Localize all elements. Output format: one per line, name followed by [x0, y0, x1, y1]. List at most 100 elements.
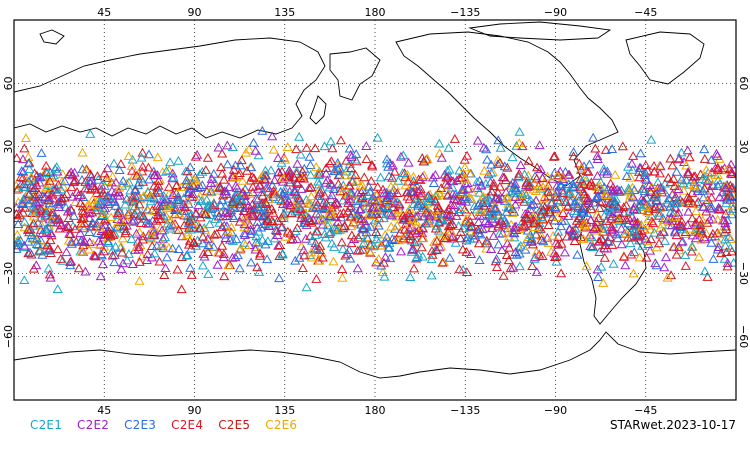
observation-marker [344, 245, 355, 254]
observation-marker [546, 246, 557, 256]
observation-marker [514, 126, 525, 136]
observation-marker [636, 194, 647, 204]
observation-marker [465, 233, 476, 243]
observation-marker [541, 187, 552, 197]
observation-marker [618, 202, 629, 212]
observation-marker [404, 219, 416, 229]
observation-marker [606, 211, 617, 221]
observation-marker [602, 204, 614, 214]
observation-marker [280, 154, 291, 164]
observation-marker [354, 204, 365, 214]
observation-marker [593, 213, 604, 222]
observation-marker [655, 161, 666, 171]
observation-marker [336, 237, 347, 247]
observation-marker [92, 171, 103, 180]
observation-marker [670, 198, 681, 208]
observation-marker [398, 210, 409, 220]
observation-marker [465, 249, 477, 259]
observation-marker [34, 246, 45, 256]
observation-marker [464, 168, 475, 178]
observation-marker [239, 222, 250, 232]
observation-marker [63, 222, 74, 232]
observation-marker [67, 170, 78, 180]
observation-marker [569, 206, 580, 215]
observation-marker [66, 236, 77, 246]
observation-marker [378, 203, 389, 213]
observation-marker [626, 158, 637, 168]
observation-marker [35, 203, 47, 213]
observation-marker [684, 193, 695, 203]
observation-marker [696, 234, 707, 244]
observation-marker [598, 163, 609, 173]
observation-marker [235, 160, 246, 170]
observation-marker [52, 166, 63, 176]
observation-marker [460, 173, 471, 183]
observation-marker [220, 206, 232, 216]
observation-marker [85, 203, 96, 213]
observation-marker [596, 196, 608, 206]
observation-marker [87, 207, 98, 217]
observation-marker [593, 191, 604, 201]
observation-marker [584, 159, 595, 169]
observation-marker [652, 196, 663, 205]
observation-marker [659, 262, 670, 272]
observation-marker [66, 205, 77, 215]
observation-marker [127, 165, 138, 175]
lon-tick-label-bottom: −135 [450, 404, 480, 417]
observation-marker [501, 206, 512, 216]
observation-marker [178, 193, 189, 203]
observation-marker [447, 182, 458, 192]
observation-marker [551, 251, 562, 261]
observation-marker [695, 222, 706, 232]
observation-marker [571, 215, 582, 225]
observation-marker [318, 203, 330, 213]
observation-marker [616, 223, 627, 233]
observation-marker [70, 223, 81, 233]
observation-marker [298, 173, 310, 183]
observation-marker [673, 184, 684, 193]
observation-marker [387, 172, 398, 182]
observation-marker [404, 223, 415, 233]
observation-marker [333, 178, 344, 188]
observation-marker [68, 211, 79, 220]
observation-marker [561, 196, 572, 206]
observation-marker [304, 151, 315, 161]
observation-marker [437, 231, 448, 241]
observation-marker [142, 249, 153, 259]
observation-marker [353, 232, 364, 242]
observation-marker [121, 178, 132, 188]
observation-marker [138, 211, 149, 221]
observation-marker [468, 230, 479, 240]
observation-marker [202, 247, 214, 257]
observation-marker [717, 187, 728, 197]
observation-marker [277, 248, 288, 258]
observation-marker [123, 249, 134, 258]
observation-marker [75, 236, 86, 246]
observation-marker [576, 163, 587, 173]
observation-marker [234, 202, 245, 212]
observation-marker [645, 224, 656, 234]
observation-marker [95, 271, 106, 281]
observation-marker [209, 229, 220, 239]
observation-marker [553, 239, 564, 249]
observation-marker [564, 186, 575, 196]
observation-marker [445, 227, 456, 237]
observation-marker [66, 182, 77, 192]
observation-marker [553, 170, 564, 180]
observation-marker [550, 252, 561, 261]
observation-marker [59, 192, 70, 202]
observation-marker [323, 212, 334, 222]
observation-marker [17, 195, 29, 205]
observation-marker [291, 166, 302, 176]
observation-marker [550, 238, 561, 248]
observation-marker [202, 152, 213, 162]
observation-marker [97, 210, 109, 219]
observation-marker [676, 174, 687, 184]
observation-marker [227, 236, 239, 245]
observation-marker [537, 173, 548, 182]
observation-marker [478, 142, 489, 152]
observation-marker [27, 194, 38, 204]
observation-marker [617, 141, 628, 151]
observation-marker [690, 171, 701, 181]
observation-marker [368, 241, 379, 251]
